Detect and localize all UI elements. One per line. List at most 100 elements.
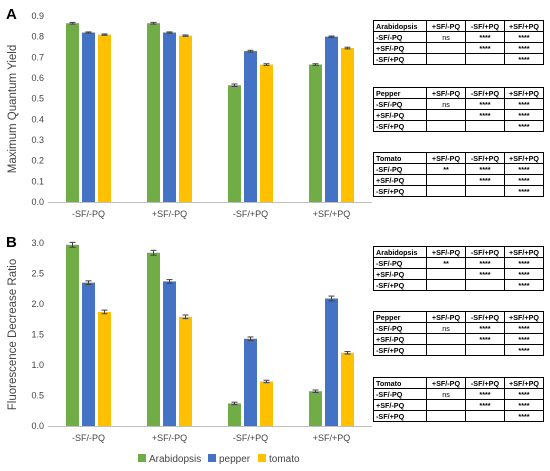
significance-cell: **** [465,109,505,121]
significance-table-arabidopsis: Arabidopsis +SF/-PQ -SF/+PQ +SF/+PQ -SF/-PQ n… [373,20,544,65]
significance-cell: **** [504,399,544,411]
significance-cell: **** [465,268,505,280]
column-header: +SF/-PQ [426,377,466,389]
bar-tomato-3 [260,381,273,426]
significance-cell: **** [504,268,544,280]
table-row: -SF/+PQ **** [373,185,544,197]
significance-cell: **** [465,174,505,186]
significance-cell: **** [465,31,505,43]
bar-tomato-1 [98,311,111,426]
x-tick-label: -SF/+PQ [233,209,268,219]
bar-arabidopsis-2 [147,252,160,426]
y-axis-label: Fluorescence Decrease Ratio [7,259,19,411]
row-header: +SF/-PQ [373,109,427,121]
row-header: +SF/-PQ [373,268,427,280]
significance-cell: ns [426,98,466,110]
row-header: -SF/-PQ [373,163,427,175]
bar-tomato-2 [179,35,192,203]
column-header: -SF/+PQ [465,311,505,323]
significance-cell [426,53,466,65]
row-header: -SF/-PQ [373,31,427,43]
column-header: +SF/-PQ [426,311,466,323]
significance-cell: **** [504,120,544,132]
legend-label-pepper: pepper [219,454,251,465]
legend-label-arabidopsis: Arabidopsis [149,454,201,465]
bar-pepper-3 [244,338,257,426]
bar-pepper-4 [325,298,338,426]
significance-cell [426,399,466,411]
y-tick-label: 0.2 [31,156,44,166]
significance-cell [426,410,466,422]
row-header: -SF/-PQ [373,322,427,334]
column-header: +SF/+PQ [504,246,544,258]
y-tick-label: 3.0 [31,238,44,248]
bar-pepper-1 [82,32,95,203]
significance-cell [426,344,466,356]
table-row: +SF/-PQ **** **** [373,399,544,411]
significance-cell: **** [504,410,544,422]
column-header: +SF/+PQ [504,20,544,32]
bar-arabidopsis-2 [147,23,160,202]
panel-label: B [6,234,17,251]
table-row: -SF/-PQ ns **** **** [373,322,544,334]
significance-cell: **** [504,333,544,345]
table-row: +SF/-PQ **** **** [373,174,544,186]
column-header: -SF/+PQ [465,87,505,99]
bar-arabidopsis-3 [228,403,241,426]
significance-cell [426,42,466,54]
bar-tomato-4 [341,48,354,203]
significance-cell [426,279,466,291]
significance-cell: **** [465,388,505,400]
table-row: -SF/+PQ **** [373,410,544,422]
significance-cell: **** [504,31,544,43]
significance-table-pepper: Pepper +SF/-PQ -SF/+PQ +SF/+PQ -SF/-PQ ns ****… [373,311,544,356]
y-axis-label: Maximum Quantum Yield [7,45,19,173]
significance-cell: ** [426,257,466,269]
significance-cell: **** [465,42,505,54]
row-header: -SF/+PQ [373,53,427,65]
column-header: -SF/+PQ [465,377,505,389]
y-tick-label: 0.0 [31,421,44,431]
y-tick-label: 0.7 [31,52,44,62]
bar-tomato-1 [98,34,111,202]
table-row: -SF/-PQ ns **** **** [373,98,544,110]
row-header: +SF/-PQ [373,174,427,186]
significance-cell: **** [504,185,544,197]
y-tick-label: 0.1 [31,176,44,186]
x-tick-label: +SF/-PQ [152,209,187,219]
row-header: -SF/-PQ [373,98,427,110]
significance-cell [465,185,505,197]
column-header: +SF/-PQ [426,246,466,258]
x-tick-label: +SF/+PQ [313,433,351,443]
significance-cell [426,268,466,280]
x-tick-label: -SF/-PQ [72,433,105,443]
table-title: Arabidopsis [373,246,427,258]
significance-cell: **** [504,279,544,291]
table-row: -SF/+PQ **** [373,344,544,356]
bar-arabidopsis-4 [309,64,322,202]
legend-label-tomato: tomato [269,454,300,465]
significance-cell [426,174,466,186]
row-header: -SF/+PQ [373,410,427,422]
y-tick-label: 0.9 [31,11,44,21]
table-row: +SF/-PQ **** **** [373,109,544,121]
significance-cell [426,185,466,197]
table-row: -SF/+PQ **** [373,53,544,65]
significance-table-arabidopsis: Arabidopsis +SF/-PQ -SF/+PQ +SF/+PQ -SF/-PQ *… [373,246,544,291]
legend-swatch-tomato [258,454,266,462]
significance-cell: ns [426,31,466,43]
x-tick-label: +SF/-PQ [152,433,187,443]
y-tick-label: 0.4 [31,114,44,124]
table-row: -SF/+PQ **** [373,279,544,291]
row-header: +SF/-PQ [373,333,427,345]
column-header: +SF/+PQ [504,87,544,99]
row-header: -SF/-PQ [373,388,427,400]
column-header: +SF/+PQ [504,311,544,323]
table-row: -SF/-PQ ns **** **** [373,31,544,43]
y-tick-label: 2.5 [31,269,44,279]
y-tick-label: 0.0 [31,197,44,207]
column-header: -SF/+PQ [465,152,505,164]
significance-cell: **** [504,42,544,54]
significance-cell: **** [504,163,544,175]
